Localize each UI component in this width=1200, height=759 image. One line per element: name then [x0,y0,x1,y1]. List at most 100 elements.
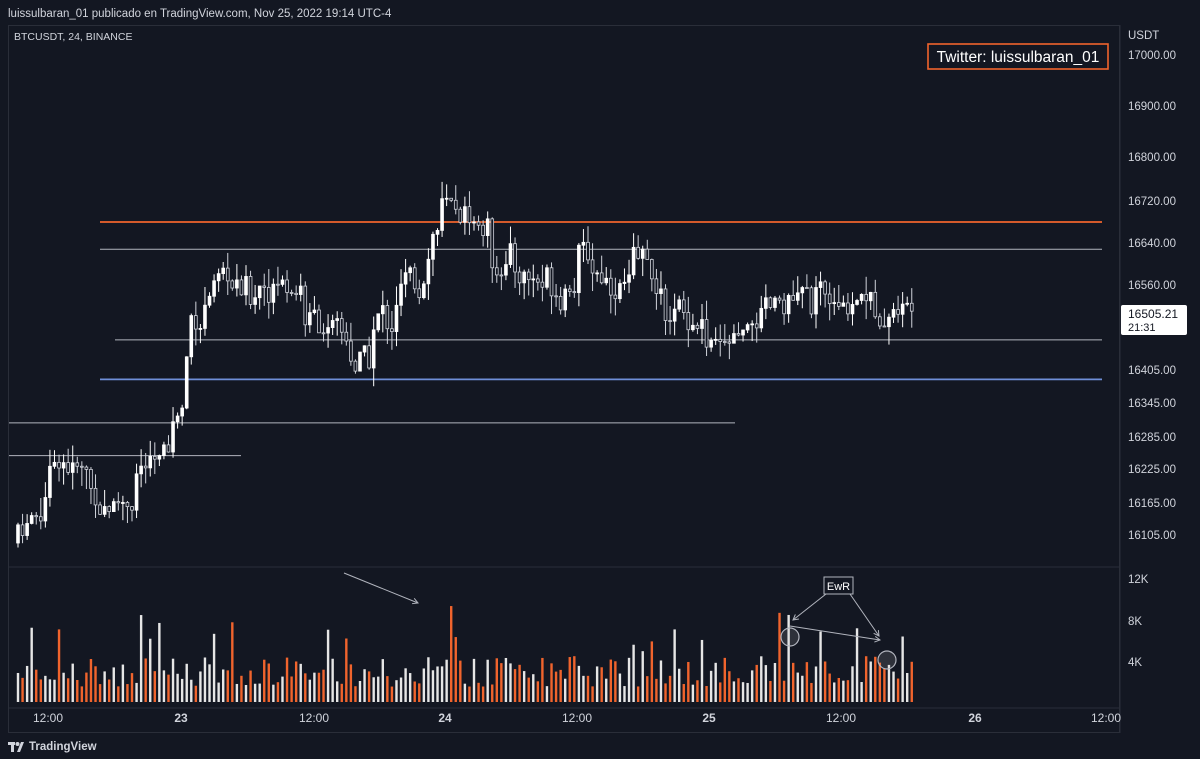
candle-down [846,302,850,315]
candle-up [376,313,381,331]
volume-bar-down [550,663,553,702]
volume-bar-down [345,638,348,702]
volume-bar-up [445,659,448,702]
candle-down [93,487,98,506]
candle-up [709,339,713,348]
volume-bar-up [299,663,302,702]
volume-bar-down [304,673,307,702]
volume-bar-up [746,682,749,702]
ewr-label-box [823,576,854,595]
volume-bar-down [35,669,38,702]
volume-bar-up [199,671,202,702]
volume-bar-down [559,669,562,702]
volume-bar-up [399,677,403,702]
candle-up [61,462,66,469]
candle-up [335,318,339,321]
volume-bar-down [823,661,827,702]
candle-up [604,277,609,284]
volume-bar-down [126,684,129,702]
candle-up [850,304,855,315]
volume-bar-down [322,669,325,702]
volume-bar-up [486,659,489,702]
volume-tick-label: 12K [1128,574,1149,586]
volume-bar-up [431,670,435,702]
volume-arrow [792,593,827,621]
candle-down [526,271,531,281]
volume-bar-up [814,666,818,702]
horizontal-levels[interactable] [9,221,1102,457]
candle-up [435,230,440,235]
candle-down [321,332,326,335]
volume-bar-up [121,664,125,702]
price-tick-label: 16105.00 [1128,530,1176,542]
volume-bar-up [30,627,33,702]
volume-bar-down [568,657,571,702]
candle-up [581,241,586,246]
candle-down [590,259,595,274]
volume-bar-up [641,651,644,702]
volume-bar-down [782,680,786,702]
volume-bar-down [541,657,544,702]
grid-layer [9,25,1121,733]
volume-bar-up [48,679,52,702]
candle-up [891,309,896,318]
candle-up [622,281,627,284]
volume-bar-up [750,670,754,702]
volume-bar-down [705,686,708,702]
volume-arrow [849,593,880,637]
volume-bar-up [869,661,872,702]
candle-down [317,309,321,334]
candle-up [221,267,226,275]
volume-layer [16,606,913,702]
candle-down [736,333,741,336]
candle-down [754,323,759,329]
candle-up [16,524,20,544]
footer: TradingView [0,733,1200,759]
volume-bar-up [732,681,736,702]
candle-down [353,360,358,372]
candle-up [577,244,581,294]
volume-bar-down [586,675,590,702]
candle-down [285,279,289,293]
candle-down [809,287,814,315]
candle-up [672,308,677,322]
candle-down [490,218,495,269]
candle-up [111,501,116,512]
candle-down [609,277,613,296]
volume-bar-up [190,679,193,702]
candle-down [66,462,70,473]
price-tick-label: 16285.00 [1128,432,1176,444]
candle-down [476,221,481,226]
volume-bar-up [595,666,599,702]
volume-bar-down [340,683,343,702]
volume-bar-up [522,671,526,702]
volume-bar-up [171,658,175,702]
volume-bar-down [80,686,84,702]
candle-down [827,293,832,305]
candle-down [89,469,93,489]
symbol-label: BTCUSDT, 24, BINANCE [14,31,132,43]
tradingview-logo[interactable]: TradingView [8,740,97,754]
candle-up [859,293,864,301]
candle-down [723,341,727,343]
candle-down [837,302,841,307]
volume-bar-up [773,662,777,702]
volume-bar-up [892,671,895,702]
volume-bar-down [450,606,453,702]
candle-down [777,297,782,301]
arrow-head [792,614,799,621]
volume-bar-down [57,629,61,702]
candle-up [814,287,818,315]
candle-up [312,309,317,314]
volume-bar-down [231,622,234,702]
candle-down [453,199,458,210]
volume-bar-up [741,682,745,702]
volume-bar-down [554,671,558,702]
candle-down [873,291,878,318]
volume-circle [877,650,897,670]
candle-up [627,274,631,283]
volume-bar-down [910,661,913,702]
candle-down [727,341,732,344]
candle-down [116,501,121,504]
